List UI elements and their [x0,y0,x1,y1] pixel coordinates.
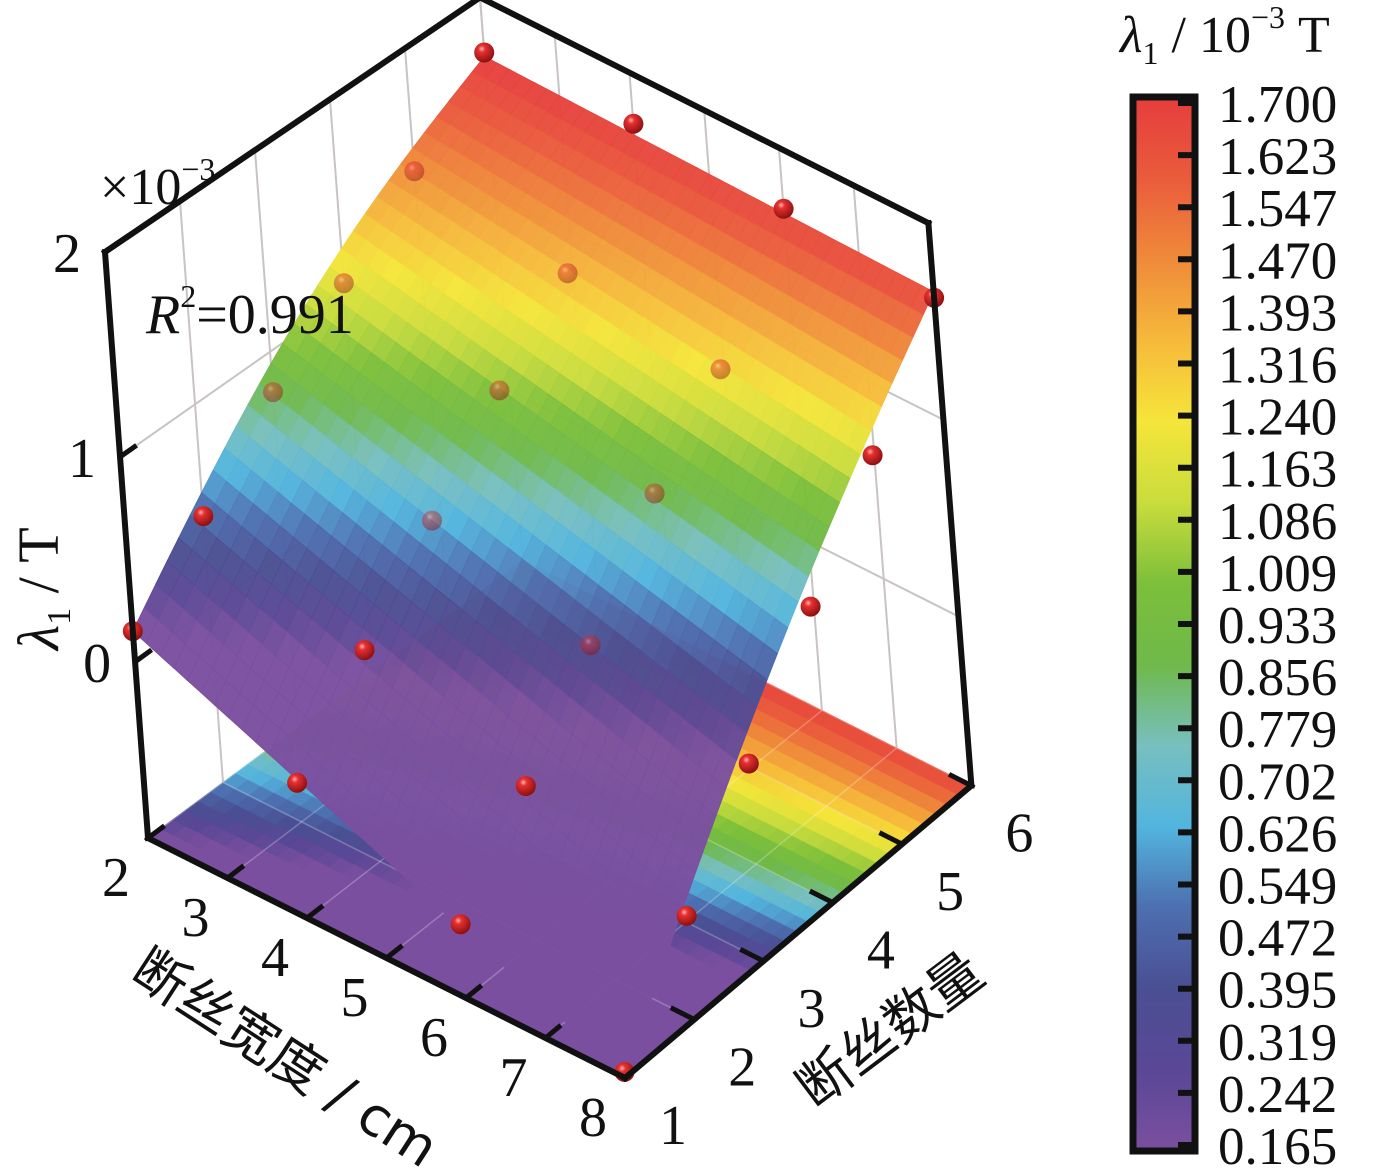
tick-mark [878,830,904,847]
x-tick-label: 4 [261,927,289,989]
tick-mark [146,823,166,841]
y-tick-label: 2 [728,1037,756,1099]
colorbar-tick-label: 1.316 [1218,337,1337,395]
x-tick-label: 8 [579,1087,607,1149]
z-tick-label: 2 [53,223,81,285]
x-tick-label: 2 [102,847,130,909]
y-axis-line [620,781,976,1083]
colorbar: λ1 / 10−3 T 1.7001.6231.5471.4701.3931.3… [1118,0,1337,1174]
colorbar-tick-label: 0.242 [1218,1066,1337,1124]
x-tick-label: 3 [182,887,210,949]
colorbar-tick-label: 0.779 [1218,701,1337,759]
tick-mark [305,903,325,920]
x-tick-label: 5 [341,967,369,1029]
data-point [557,263,578,284]
colorbar-tick-label: 1.623 [1218,128,1337,186]
colorbar-tick-label: 1.700 [1218,76,1337,134]
tick-mark [669,1005,696,1022]
top-left-edge [100,0,482,257]
data-point [489,380,510,401]
right-vertical-edge [925,219,975,789]
colorbar-tick-label: 1.086 [1218,493,1337,551]
data-point [773,198,794,219]
y-tick-label: 4 [867,920,895,982]
colorbar-tick-label: 0.702 [1218,753,1337,811]
colorbar-tick-label: 0.165 [1218,1118,1337,1174]
data-point [623,113,644,134]
tick-mark [225,863,246,880]
data-point [474,42,495,63]
data-point [404,161,425,182]
data-point [333,273,354,294]
data-point [422,510,442,531]
y-tick-label: 5 [936,861,964,923]
data-point [354,640,375,661]
data-point [263,382,283,403]
colorbar-tick-label: 1.547 [1218,180,1337,238]
tick-mark [623,1063,642,1080]
data-point [800,596,821,617]
data-point [580,635,601,656]
data-points [122,42,945,1082]
y-tick-label: 6 [1005,803,1033,865]
z-axis-title: λ1 / T [6,527,78,652]
colorbar-tick-label: 0.856 [1218,649,1337,707]
z-axis-line [101,248,152,842]
tick-mark [133,647,154,664]
colorbar-tick-label: 1.393 [1218,284,1337,342]
data-point [710,359,731,380]
colorbar-tick-label: 0.395 [1218,962,1337,1020]
data-point [738,753,759,774]
scale-note: ×10−3 [100,151,215,216]
tick-mark [543,1023,563,1040]
tick-mark [103,238,123,255]
colorbar-tick-label: 0.549 [1218,858,1337,916]
data-point [644,483,665,504]
top-back-edge [478,0,933,228]
tick-mark [384,943,404,960]
colorbar-title: λ1 / 10−3 T [1118,0,1330,71]
data-point [676,905,697,926]
colorbar-tick-label: 0.933 [1218,597,1337,655]
tick-mark [464,983,484,1000]
y-tick-label: 1 [659,1095,687,1157]
z-tick-label: 1 [68,428,96,490]
tick-mark [739,947,765,964]
colorbar-tick-label: 1.163 [1218,441,1337,499]
colorbar-tick-label: 0.319 [1218,1014,1337,1072]
z-tick-label: 0 [83,633,111,695]
tick-mark [600,1063,627,1081]
data-point [450,914,471,935]
data-point [515,776,536,796]
r-squared-annotation: R2=0.991 [145,278,354,346]
data-point [862,445,883,466]
data-point [193,506,214,527]
tick-mark [808,888,834,905]
colorbar-tick-label: 1.240 [1218,389,1337,447]
colorbar-tick-label: 0.472 [1218,910,1337,968]
x-tick-label: 7 [500,1047,528,1109]
x-tick-label: 6 [420,1007,448,1069]
tick-mark [118,443,138,459]
fitted-surface [132,55,935,1077]
colorbar-tick-label: 1.470 [1218,232,1337,290]
tick-mark [947,772,973,788]
data-point [287,772,308,793]
colorbar-tick-label: 0.626 [1218,805,1337,863]
y-tick-label: 3 [798,978,826,1040]
colorbar-tick-label: 1.009 [1218,545,1337,603]
